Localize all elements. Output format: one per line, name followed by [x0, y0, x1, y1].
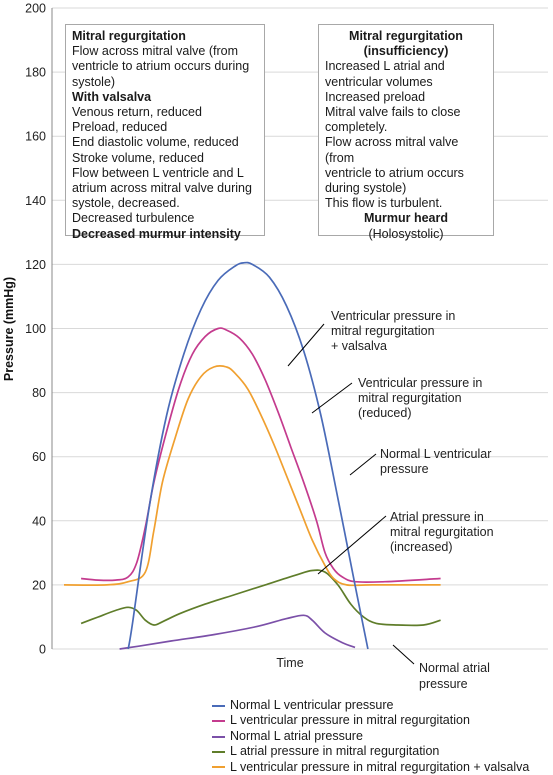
box-left-line: End diastolic volume, reduced — [72, 135, 239, 150]
legend-label: Normal L ventricular pressure — [230, 698, 394, 712]
y-tick-label: 100 — [25, 322, 46, 336]
leader-normal-atrial — [392, 644, 415, 665]
y-axis-title: Pressure (mmHg) — [2, 277, 16, 381]
series-line-normal-l-ventricular-pressure — [127, 261, 369, 650]
y-tick-label: 180 — [25, 66, 46, 80]
box-left-line: atrium across mitral valve during — [72, 181, 252, 196]
box-left-line: systole) — [72, 74, 116, 89]
info-box-insufficiency: Mitral regurgitation (insufficiency) Inc… — [318, 24, 494, 241]
box-right-line: completely. — [325, 120, 388, 135]
box-right-murmur: Murmur heard — [363, 211, 449, 226]
box-left-line: ventricle to atrium occurs during — [72, 59, 250, 74]
box-left-line: Stroke volume, reduced — [72, 150, 205, 165]
legend-label: L atrial pressure in mitral regurgitatio… — [230, 744, 440, 759]
box-left-subtitle: With valsalva — [72, 89, 152, 104]
y-tick-label: 80 — [32, 386, 46, 400]
box-left-line: Flow across mitral valve (from — [72, 44, 238, 59]
label-normal-atrial: Normal atrial pressure — [419, 661, 493, 691]
legend-label: Normal L atrial pressure — [230, 728, 363, 743]
label-normal-lv: Normal L ventricular pressure — [380, 447, 495, 476]
y-tick-label: 200 — [25, 2, 46, 16]
y-tick-label: 20 — [32, 578, 46, 592]
series-line-l-atrial-pressure-in-mitral-regurgitation — [80, 569, 441, 627]
box-right-murmur-sub: (Holosystolic) — [368, 226, 444, 241]
box-left-line: Decreased turbulence — [72, 211, 195, 226]
label-mr-valsalva: Ventricular pressure in mitral regurgita… — [331, 309, 459, 353]
legend-entry: L ventricular pressure in mitral regurgi… — [212, 760, 529, 775]
leader-normal-lv — [349, 453, 377, 476]
y-tick-label: 120 — [25, 258, 46, 272]
y-tick-label: 40 — [32, 514, 46, 528]
box-right-title: (insufficiency) — [363, 44, 449, 59]
box-left-line: Flow between L ventricle and L — [72, 165, 244, 180]
leader-atrial-increased — [317, 515, 387, 575]
pressure-chart: 0 20 40 60 80 100 120 140 160 180 200 Pressure (mm… — [2, 2, 548, 691]
box-left-title: Mitral regurgitation — [72, 29, 186, 43]
box-right-line: This flow is turbulent. — [325, 196, 443, 211]
legend-swatch — [212, 766, 225, 769]
legend: Normal L ventricular pressure L ventricul… — [212, 698, 529, 775]
box-right-line: Flow across mitral valve (from — [325, 135, 459, 165]
legend-swatch — [212, 750, 225, 753]
label-atrial-increased: Atrial pressure in mitral regurgitation … — [390, 510, 497, 554]
y-tick-label: 0 — [39, 643, 46, 657]
legend-swatch — [212, 704, 225, 707]
box-left-line: Preload, reduced — [72, 120, 168, 135]
box-right-line: during systole) — [325, 181, 407, 196]
box-left-footer: Decreased murmur intensity — [72, 226, 241, 241]
series-line-l-ventricular-pressure-in-mitral-regurgitation-valsalva — [63, 365, 441, 587]
legend-entry: Normal L ventricular pressure — [212, 698, 529, 713]
legend-entry: L atrial pressure in mitral regurgitatio… — [212, 744, 529, 759]
box-right-line: Mitral valve fails to close — [325, 105, 461, 120]
x-axis-title: Time — [276, 656, 303, 670]
y-tick-labels: 0 20 40 60 80 100 120 140 160 180 200 — [25, 2, 46, 657]
y-tick-label: 60 — [32, 450, 46, 464]
legend-swatch — [212, 720, 225, 723]
box-right-line: Increased L atrial and — [325, 59, 445, 74]
y-tick-label: 140 — [25, 194, 46, 208]
series-line-l-ventricular-pressure-in-mitral-regurgitation — [81, 327, 441, 584]
y-tick-label: 160 — [25, 130, 46, 144]
legend-swatch — [212, 735, 225, 738]
leader-mr-reduced — [311, 382, 353, 414]
annotation-leaders — [287, 323, 415, 665]
label-mr-reduced: Ventricular pressure in mitral regurgita… — [358, 376, 486, 420]
box-right-title: Mitral regurgitation — [349, 29, 463, 43]
series-lines — [63, 261, 441, 650]
box-right-line: ventricular volumes — [325, 74, 433, 89]
legend-label: L ventricular pressure in mitral regurgi… — [230, 759, 530, 774]
series-line-normal-l-atrial-pressure — [119, 614, 356, 650]
box-left-line: systole, decreased. — [72, 196, 180, 211]
leader-mr-valsalva — [287, 323, 325, 367]
legend-entry: Normal L atrial pressure — [212, 729, 529, 744]
info-box-valsalva: Mitral regurgitation Flow across mitral … — [65, 24, 265, 241]
box-right-line: ventricle to atrium occurs — [325, 165, 464, 180]
legend-entry: L ventricular pressure in mitral regurgi… — [212, 713, 529, 728]
box-right-line: Increased preload — [325, 89, 426, 104]
legend-label: L ventricular pressure in mitral regurgi… — [230, 713, 470, 728]
box-left-line: Venous return, reduced — [72, 105, 202, 120]
